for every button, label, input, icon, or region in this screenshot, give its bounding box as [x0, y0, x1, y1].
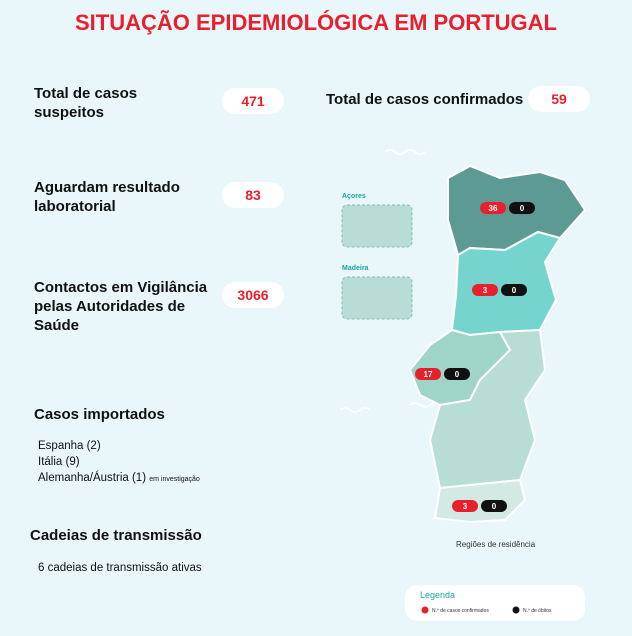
legend-box — [405, 585, 585, 621]
stat-value: 83 — [222, 182, 284, 208]
badge-confirmed-value: 3 — [463, 502, 468, 511]
imported-list: Espanha (2) Itália (9) Alemanha/Áustria … — [38, 438, 200, 488]
confirmed-value: 59 — [528, 86, 590, 112]
badge-confirmed — [472, 284, 498, 296]
badge-deaths — [444, 368, 470, 380]
stat-value: 471 — [222, 88, 284, 114]
imported-note: em investigação — [149, 476, 200, 483]
badges: 36 0 3 0 17 0 3 0 — [415, 202, 535, 512]
inset-label: Açores — [342, 193, 366, 200]
regions — [408, 164, 587, 524]
imported-title: Casos importados — [34, 406, 165, 423]
badge-confirmed — [452, 500, 478, 512]
badge-confirmed-value: 17 — [424, 370, 433, 379]
imported-row: Alemanha/Áustria (1) em investigação — [38, 470, 200, 488]
stat-label: Contactos em Vigilância pelas Autoridade… — [34, 279, 208, 334]
legend-item: N.º de casos confirmados — [432, 608, 489, 614]
badge-confirmed — [415, 368, 441, 380]
chains-text: 6 cadeias de transmissão ativas — [38, 562, 202, 574]
imported-item: Alemanha/Áustria (1) — [38, 472, 147, 484]
imported-item: Itália (9) — [38, 456, 80, 468]
badge-deaths — [501, 284, 527, 296]
inset-label: Madeira — [342, 265, 369, 272]
imported-item: Espanha (2) — [38, 440, 101, 452]
badge-deaths — [509, 202, 535, 214]
badge-deaths — [481, 500, 507, 512]
legend-title: Legenda — [420, 590, 455, 600]
badge-deaths-value: 0 — [455, 370, 460, 379]
badge-deaths-value: 0 — [492, 502, 497, 511]
stat-label: Total de casos suspeitos — [34, 85, 138, 121]
legend-item: N.º de óbitos — [523, 608, 552, 614]
stat-value: 3066 — [222, 282, 284, 308]
title: SITUAÇÃO EPIDEMIOLÓGICA EM PORTUGAL — [75, 10, 557, 35]
inset — [341, 204, 413, 248]
legend-swatch — [512, 606, 520, 614]
inset — [341, 276, 413, 320]
badge-confirmed — [480, 202, 506, 214]
legend-swatch — [421, 606, 429, 614]
badge-deaths-value: 0 — [512, 286, 517, 295]
confirmed-label: Total de casos confirmados — [326, 91, 524, 108]
badge-deaths-value: 0 — [520, 204, 525, 213]
badge-confirmed-value: 36 — [489, 204, 498, 213]
region-algarve — [433, 478, 527, 524]
stat-label: Aguardam resultado laboratorial — [34, 179, 180, 215]
badge-confirmed-value: 3 — [483, 286, 488, 295]
chains-title: Cadeias de transmissão — [30, 527, 202, 544]
map-caption: Regiões de residência — [456, 540, 536, 549]
